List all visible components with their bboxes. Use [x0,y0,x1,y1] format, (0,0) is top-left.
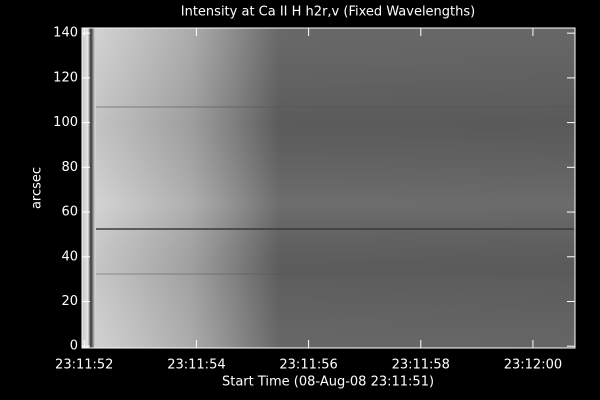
y-tick-label: 0 [70,339,78,354]
x-tick-label: 23:11:58 [392,358,450,373]
x-tick-label: 23:12:00 [504,358,562,373]
x-axis-label: Start Time (08-Aug-08 23:11:51) [222,375,434,390]
plot-frame [81,27,576,349]
y-axis-label: arcsec [30,167,45,209]
y-tick-label: 40 [61,249,78,264]
y-tick-label: 100 [53,115,78,130]
y-tick-label: 80 [61,160,78,175]
y-tick-label: 140 [53,26,78,41]
y-tick-label: 120 [53,70,78,85]
intensity-image [82,28,575,348]
x-tick-label: 23:11:52 [55,358,113,373]
y-tick-label: 20 [61,294,78,309]
chart-title: Intensity at Ca II H h2r,v (Fixed Wavele… [181,5,475,20]
x-tick-label: 23:11:56 [279,358,337,373]
y-tick-label: 60 [61,205,78,220]
x-tick-label: 23:11:54 [167,358,225,373]
